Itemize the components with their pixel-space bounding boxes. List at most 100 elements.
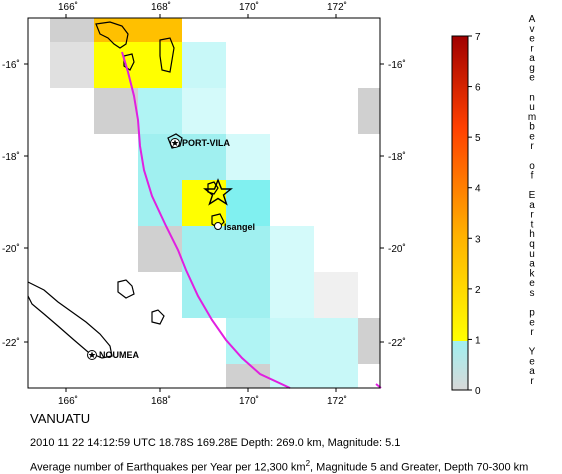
colorbar-title-letter: e [529, 73, 535, 84]
lon-tick-label-top: 168˚ [151, 1, 171, 13]
density-grid [50, 18, 380, 388]
grid-cell [358, 88, 380, 134]
colorbar-title-letter: s [530, 288, 535, 299]
colorbar-title-letter: h [529, 229, 535, 240]
grid-cell [138, 180, 182, 226]
noumea-marker: NOUMEA [87, 350, 139, 360]
label-port-vila: PORT-VILA [182, 138, 231, 148]
lat-tick-label-right: -22˚ [388, 337, 406, 349]
grid-cell [138, 226, 182, 272]
colorbar-title-letter: r [530, 210, 534, 221]
grid-cell [94, 42, 182, 88]
colorbar-title-letter: b [529, 122, 535, 133]
island-mare [151, 309, 165, 325]
lon-tick-label-bottom: 168˚ [151, 395, 171, 407]
grid-cell [182, 272, 226, 318]
colorbar-title-letter: g [529, 63, 535, 74]
colorbar-tick-label: 3 [475, 234, 481, 245]
grid-cell [270, 364, 314, 388]
colorbar-tick-label: 1 [475, 335, 481, 346]
label-noumea: NOUMEA [99, 350, 139, 360]
island-pentecost [159, 37, 175, 73]
grid-cell [138, 88, 182, 134]
lon-tick-label-bottom: 172˚ [327, 395, 347, 407]
port-vila-marker: PORT-VILA [170, 138, 231, 148]
lon-tick-label-bottom: 166˚ [58, 395, 78, 407]
map-frame [27, 17, 381, 389]
grid-cell [270, 226, 314, 272]
lon-tick-label-top: 172˚ [327, 1, 347, 13]
island-lifou [117, 279, 135, 299]
grid-cell [314, 272, 358, 318]
grid-cell [182, 134, 226, 180]
colorbar-title-letter: a [529, 259, 535, 270]
lat-tick-label-right: -20˚ [388, 243, 406, 255]
colorbar-ticks [468, 35, 472, 391]
colorbar-title-letter: v [530, 24, 535, 35]
colorbar-title-letter: o [529, 161, 535, 172]
colorbar-title-letter: e [529, 356, 535, 367]
isangel-marker: Isangel [214, 222, 255, 232]
island-espiritu-santo [95, 21, 129, 49]
lat-tick-label-left: -18˚ [2, 151, 20, 163]
colorbar-tick-label: 0 [475, 386, 481, 397]
subduction-trench-line [121, 51, 291, 389]
colorbar-frame [451, 35, 469, 391]
colorbar-low-segment [452, 341, 468, 390]
grid-cell [358, 318, 380, 364]
colorbar-tick-label: 6 [475, 83, 481, 94]
grid-cell [94, 88, 138, 134]
epicenter-star-icon [203, 178, 233, 206]
colorbar-tick-labels: 0 1 2 3 4 5 6 7 [475, 32, 481, 397]
colorbar-tick-label: 2 [475, 285, 481, 296]
lon-tick-label-top: 166˚ [58, 1, 78, 13]
lon-tick-label-top: 170˚ [239, 1, 259, 13]
lon-tick-label-bottom: 170˚ [239, 395, 259, 407]
lat-tick-label-left: -16˚ [2, 59, 20, 71]
colorbar-title-letter: r [530, 376, 534, 387]
grid-cell [226, 180, 270, 226]
axis-ticks [24, 14, 384, 392]
colorbar-title-letter: e [529, 34, 535, 45]
grid-cell [270, 318, 314, 364]
colorbar-title-letter: m [528, 112, 536, 123]
grid-cell [270, 272, 314, 318]
colorbar-tick-label: 5 [475, 133, 481, 144]
lat-tick-label-left: -20˚ [2, 243, 20, 255]
colorbar-tick-label: 7 [475, 32, 481, 43]
colorbar-title-letter: A [529, 14, 536, 25]
grid-cell [182, 180, 226, 226]
grid-cell [314, 364, 358, 388]
lat-tick-label-left: -22˚ [2, 337, 20, 349]
average-caption-prefix: Average number of Earthquakes per Year p… [30, 461, 306, 474]
colorbar-title-letter: u [529, 249, 535, 260]
colorbar-title-letter: e [529, 131, 535, 142]
town-circle-icon [214, 222, 222, 230]
event-info: 2010 11 22 14:12:59 UTC 18.78S 169.28E D… [30, 437, 401, 449]
region-title: VANUATU [30, 411, 91, 426]
colorbar-title-letter: t [531, 219, 534, 230]
grid-cell [182, 88, 226, 134]
grid-cell [226, 226, 270, 272]
colorbar-title-letter: q [529, 239, 535, 250]
island-malekula [123, 53, 135, 71]
grid-cell [226, 318, 270, 364]
colorbar-title-letter: n [529, 92, 535, 103]
capital-star-icon [171, 139, 179, 146]
island-new-caledonia [27, 281, 113, 359]
grid-cell [314, 318, 358, 364]
grid-cell [226, 134, 270, 180]
place-markers: PORT-VILA Isangel NOUMEA [87, 138, 255, 360]
grid-cell [50, 42, 94, 88]
colorbar-title-letter: e [529, 278, 535, 289]
grid-cell [182, 226, 226, 272]
colorbar-title-letter: r [530, 43, 534, 54]
colorbar-title-letter: a [529, 366, 535, 377]
colorbar-title-letter: E [529, 190, 536, 201]
colorbar-title-letter: a [529, 200, 535, 211]
capital-star-icon [88, 351, 96, 358]
average-caption-sup: 2 [305, 459, 311, 468]
grid-cell [182, 42, 226, 88]
